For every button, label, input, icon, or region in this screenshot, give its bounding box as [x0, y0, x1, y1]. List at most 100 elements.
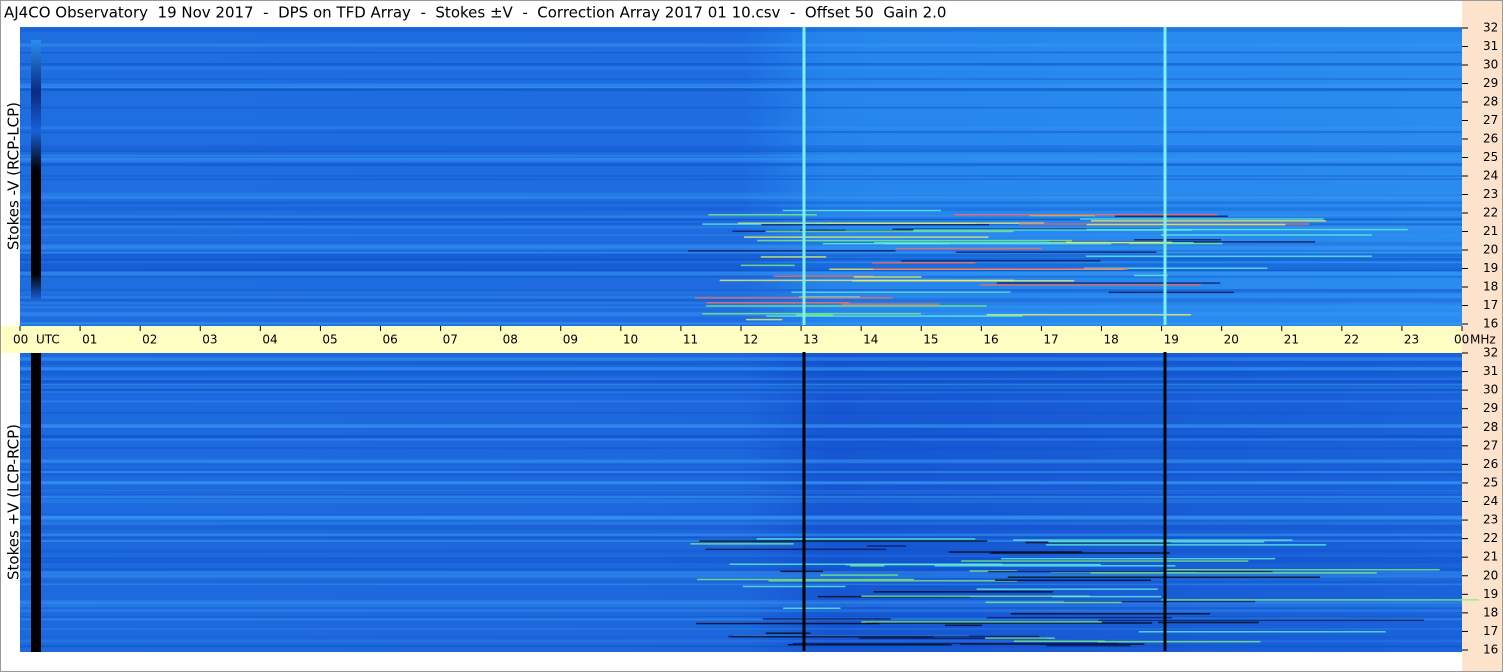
y-tick-label: 22 [1483, 206, 1498, 220]
texture-streak [1090, 572, 1377, 574]
texture-streak [744, 236, 989, 238]
texture-streak [996, 282, 1221, 284]
x-tick-label: 04 [262, 333, 277, 347]
texture-streak [1097, 640, 1261, 643]
texture-stripe [20, 145, 1462, 148]
texture-stripe [20, 43, 1462, 47]
x-tick-label: 14 [863, 333, 878, 347]
y-tick-label: 16 [1483, 643, 1498, 657]
y-tick-label: 17 [1483, 298, 1498, 312]
y-tick-label: 17 [1483, 624, 1498, 638]
y-tick-label: 27 [1483, 113, 1498, 127]
texture-streak [985, 601, 1122, 604]
texture-streak [687, 250, 896, 252]
y-tick-label: 16 [1483, 317, 1498, 331]
y-tick-label: 20 [1483, 243, 1498, 257]
texture-streak [861, 621, 1102, 623]
texture-streak [955, 251, 1157, 253]
y-tick-label: 25 [1483, 150, 1498, 164]
texture-streak [1052, 595, 1162, 598]
texture-streak [895, 247, 1042, 250]
texture-streak [1085, 255, 1372, 257]
texture-streak [853, 276, 922, 278]
texture-stripe [20, 275, 1462, 278]
y-tick-label: 19 [1483, 587, 1498, 601]
x-tick-label: 10 [623, 333, 638, 347]
freq-axis-strip [1462, 0, 1503, 672]
texture-stripe [20, 400, 1462, 403]
texture-streak [757, 239, 1072, 242]
texture-streak [761, 223, 990, 226]
texture-stripe [20, 201, 1462, 204]
x-axis-label: UTC [36, 333, 60, 347]
texture-streak [699, 540, 988, 542]
texture-stripe [20, 218, 1462, 221]
texture-streak [705, 548, 887, 551]
texture-stripe [20, 50, 1462, 52]
texture-streak [708, 213, 817, 216]
texture-stripe [20, 369, 1462, 373]
texture-streak [873, 591, 1053, 593]
x-tick-label: 18 [1104, 333, 1119, 347]
texture-streak [780, 570, 823, 573]
texture-streak [867, 545, 907, 547]
texture-streak [948, 551, 1082, 553]
x-tick-label: 16 [983, 333, 998, 347]
texture-streak [760, 256, 827, 258]
texture-streak [874, 241, 1194, 244]
texture-stripe [20, 192, 1462, 196]
texture-stripe [20, 515, 1462, 520]
texture-stripe [20, 254, 1462, 257]
texture-stripe [20, 628, 1462, 630]
texture-streak [1086, 228, 1408, 231]
x-tick-label: 12 [743, 333, 758, 347]
texture-stripe [20, 391, 1462, 394]
texture-streak [1046, 644, 1131, 647]
texture-stripe [20, 271, 1462, 276]
texture-stripe [20, 51, 1462, 54]
texture-stripe [20, 645, 1462, 648]
texture-vline [1163, 352, 1167, 651]
texture-stripe [20, 234, 1462, 236]
texture-streak [871, 262, 976, 264]
texture-stripe [20, 601, 1462, 604]
texture-streak [985, 637, 1055, 639]
texture-stripe [20, 78, 1462, 80]
y-tick-label: 32 [1483, 346, 1498, 360]
texture-streak [1013, 539, 1293, 541]
texture-streak [1086, 223, 1286, 226]
texture-stripe [20, 389, 1462, 391]
y-axis-label: Stokes +V (LCP-RCP) [5, 424, 23, 580]
texture-stripe [20, 447, 1462, 450]
texture-stripe [20, 306, 1462, 309]
y-axis-label: Stokes -V (RCP-LCP) [5, 102, 23, 250]
texture-streak [1080, 218, 1324, 220]
texture-streak [792, 642, 1119, 645]
texture-streak [913, 229, 1193, 231]
texture-stripe [20, 438, 1462, 441]
texture-stripe [20, 311, 1462, 313]
texture-stripe [20, 481, 1462, 485]
y-tick-label: 20 [1483, 568, 1498, 582]
texture-streak [1108, 291, 1235, 294]
texture-vline [1163, 27, 1167, 325]
x-tick-label: 03 [202, 333, 217, 347]
texture-streak [1161, 599, 1479, 601]
texture-stripe [20, 567, 1462, 571]
texture-streak [729, 563, 1003, 566]
y-tick-label: 29 [1483, 76, 1498, 90]
texture-stripe [20, 600, 1462, 602]
texture-stripe [20, 193, 1462, 197]
texture-stripe [20, 253, 1462, 256]
texture-stripe [20, 423, 1462, 428]
texture-stripe [20, 470, 1462, 474]
x-tick-label: 21 [1284, 333, 1299, 347]
texture-stripe [20, 224, 1462, 229]
x-tick-label: 01 [82, 333, 97, 347]
x-tick-label: 09 [563, 333, 578, 347]
texture-streak [765, 632, 811, 634]
texture-stripe [20, 51, 1462, 54]
texture-streak [766, 315, 1023, 317]
texture-stripe [20, 499, 1462, 503]
texture-streak [986, 314, 1191, 316]
